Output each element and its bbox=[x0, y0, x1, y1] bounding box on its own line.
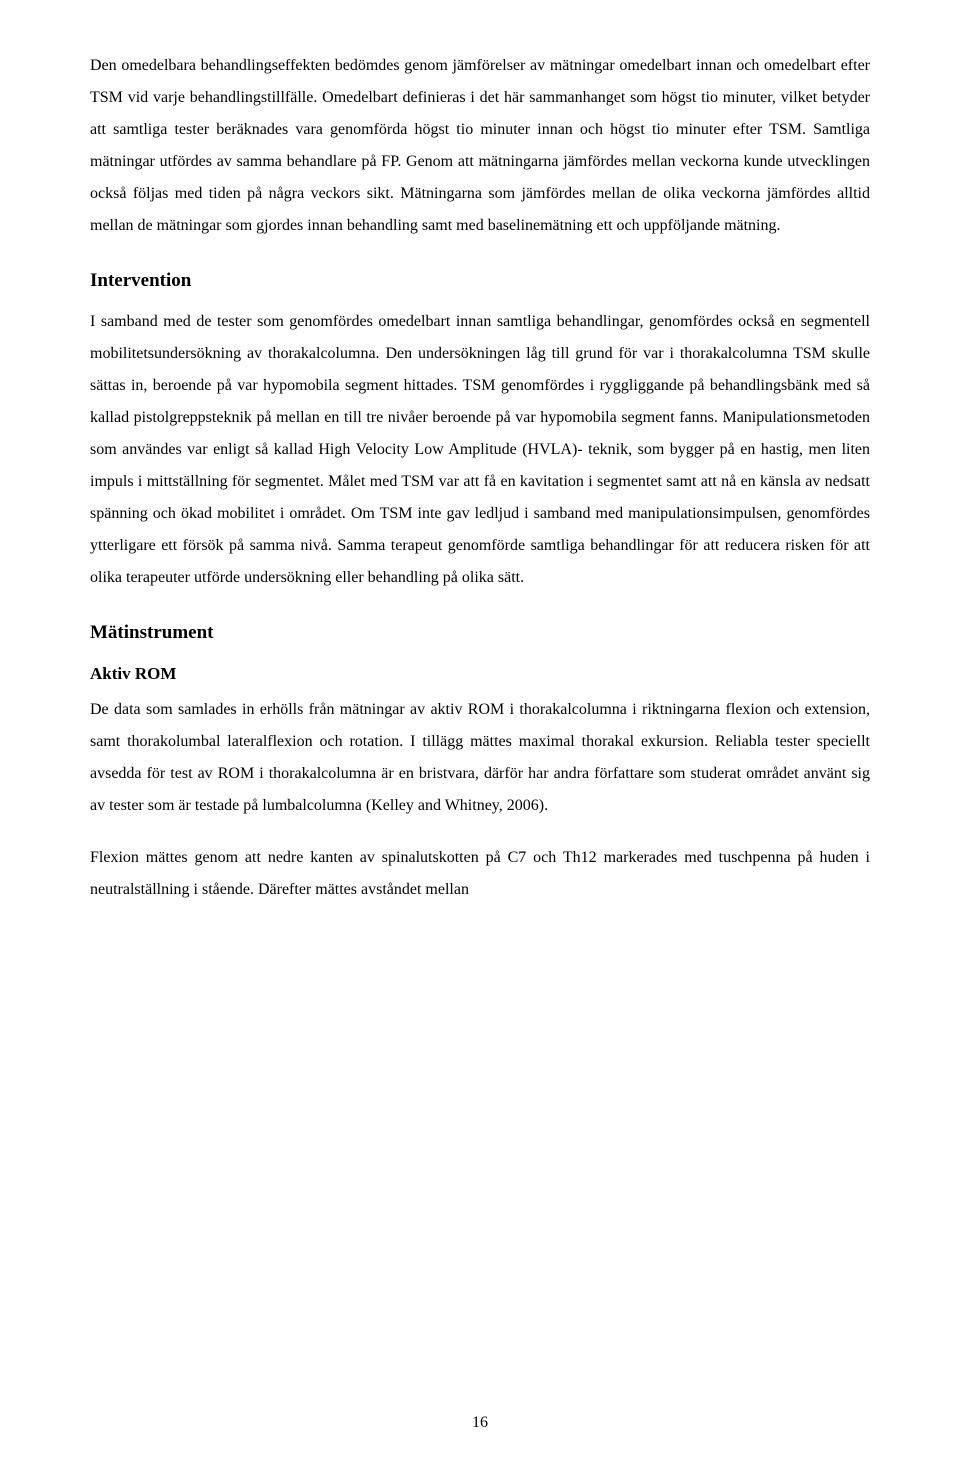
page-number: 16 bbox=[0, 1414, 960, 1432]
heading-aktivrom: Aktiv ROM bbox=[90, 664, 870, 684]
heading-matinstrument: Mätinstrument bbox=[90, 622, 870, 644]
paragraph-intervention: I samband med de tester som genomfördes … bbox=[90, 306, 870, 594]
heading-intervention: Intervention bbox=[90, 270, 870, 292]
paragraph-flexion: Flexion mättes genom att nedre kanten av… bbox=[90, 842, 870, 906]
paragraph-aktivrom: De data som samlades in erhölls från mät… bbox=[90, 694, 870, 822]
page-container: Den omedelbara behandlingseffekten bedöm… bbox=[0, 0, 960, 1462]
paragraph-intro: Den omedelbara behandlingseffekten bedöm… bbox=[90, 50, 870, 242]
